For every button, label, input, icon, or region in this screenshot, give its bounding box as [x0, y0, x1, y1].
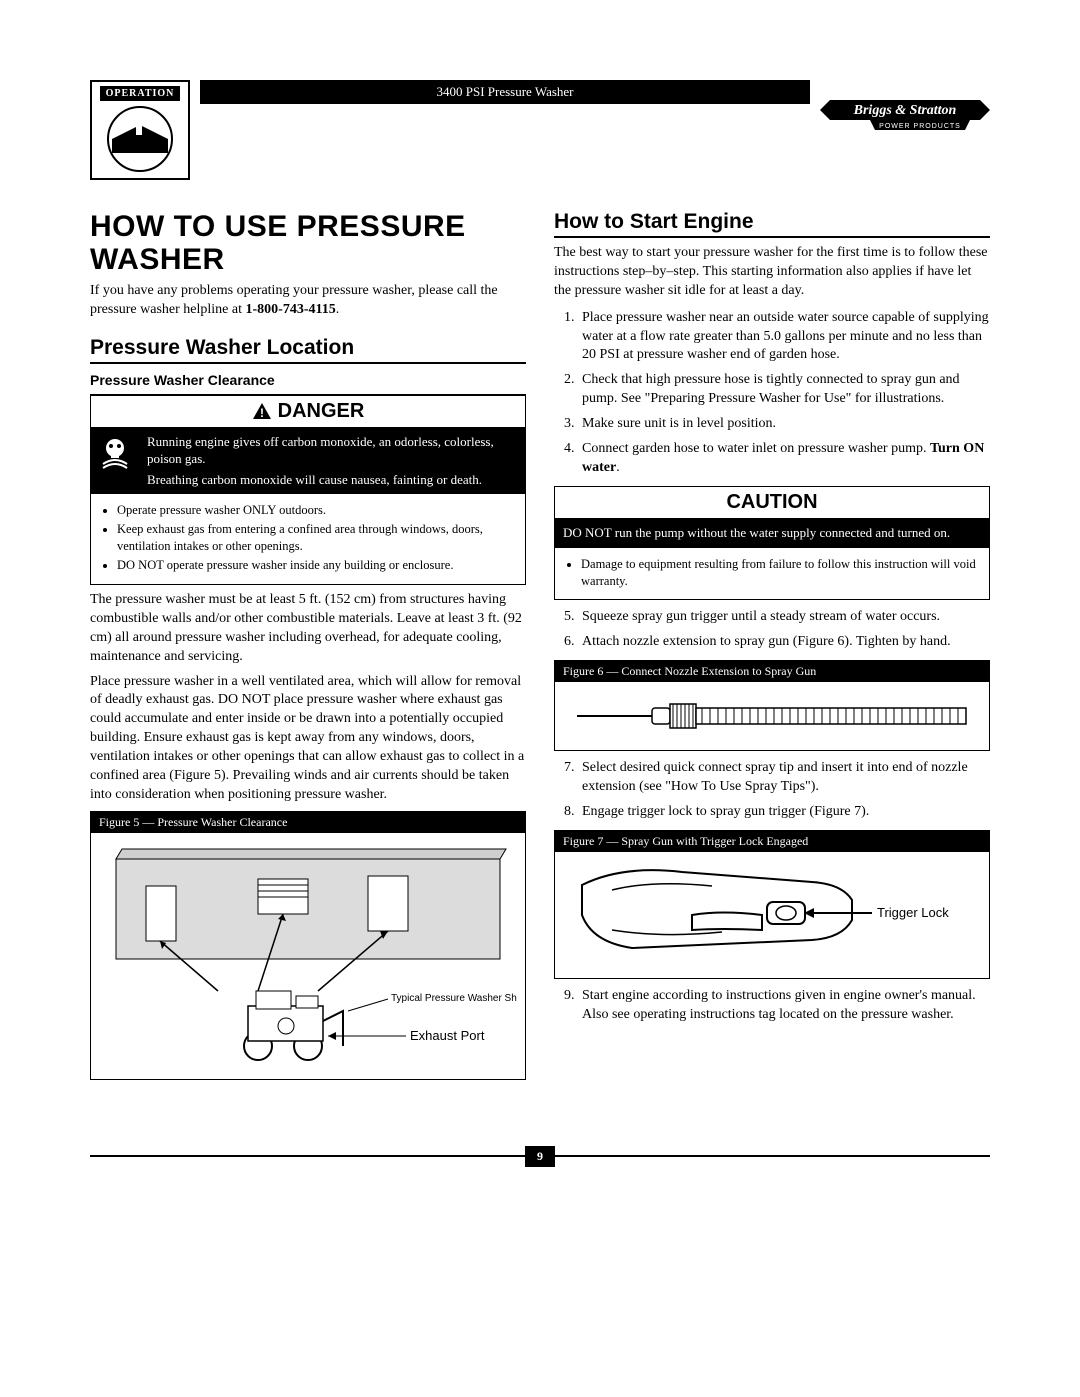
location-heading: Pressure Washer Location	[90, 336, 526, 364]
step-6: Attach nozzle extension to spray gun (Fi…	[578, 633, 990, 652]
figure-7-body: Trigger Lock	[555, 852, 989, 978]
step-5: Squeeze spray gun trigger until a steady…	[578, 608, 990, 627]
caution-box: CAUTION DO NOT run the pump without the …	[554, 486, 990, 601]
steps-list-d: Start engine according to instructions g…	[554, 987, 990, 1025]
svg-text:Briggs & Stratton: Briggs & Stratton	[853, 103, 957, 118]
steps-list-c: Select desired quick connect spray tip a…	[554, 759, 990, 822]
danger-bullet-3: DO NOT operate pressure washer inside an…	[117, 557, 513, 574]
figure-5-caption: Figure 5 — Pressure Washer Clearance	[91, 812, 525, 833]
steps-list-a: Place pressure washer near an outside wa…	[554, 309, 990, 478]
figure-6: Figure 6 — Connect Nozzle Extension to S…	[554, 660, 990, 751]
step-9: Start engine according to instructions g…	[578, 987, 990, 1025]
step-4: Connect garden hose to water inlet on pr…	[578, 440, 990, 478]
danger-body: Running engine gives off carbon monoxide…	[91, 428, 525, 495]
figure-5: Figure 5 — Pressure Washer Clearance	[90, 811, 526, 1080]
start-engine-heading: How to Start Engine	[554, 210, 990, 238]
operation-icon	[100, 105, 180, 173]
intro-paragraph: If you have any problems operating your …	[90, 282, 526, 320]
skull-icon	[99, 434, 139, 474]
danger-bullet-2: Keep exhaust gas from entering a confine…	[117, 521, 513, 555]
page-root: OPERATION 3400 PSI Pressure Washer Brigg…	[0, 0, 1080, 1207]
step-3: Make sure unit is in level position.	[578, 415, 990, 434]
step-8: Engage trigger lock to spray gun trigger…	[578, 803, 990, 822]
warning-triangle-icon: !	[252, 402, 272, 420]
right-column: How to Start Engine The best way to star…	[554, 210, 990, 1086]
left-column: HOW TO USE PRESSURE WASHER If you have a…	[90, 210, 526, 1086]
figure-5-body: Typical Pressure Washer Shown Exhaust Po…	[91, 833, 525, 1079]
clearance-subheading: Pressure Washer Clearance	[90, 372, 526, 388]
step-2: Check that high pressure hose is tightly…	[578, 371, 990, 409]
operation-label: OPERATION	[100, 86, 181, 101]
danger-bullet-1: Operate pressure washer ONLY outdoors.	[117, 502, 513, 519]
danger-text-1: Running engine gives off carbon monoxide…	[147, 434, 517, 468]
caution-body: DO NOT run the pump without the water su…	[555, 519, 989, 548]
svg-text:Typical Pressure Washer Shown: Typical Pressure Washer Shown	[391, 993, 517, 1004]
svg-text:Trigger Lock: Trigger Lock	[877, 905, 949, 920]
footer-rule-right	[555, 1155, 990, 1157]
step-7: Select desired quick connect spray tip a…	[578, 759, 990, 797]
figure-6-body	[555, 682, 989, 750]
brand-logo: Briggs & Stratton POWER PRODUCTS	[820, 80, 990, 140]
svg-text:!: !	[260, 406, 264, 420]
danger-text-2: Breathing carbon monoxide will cause nau…	[147, 472, 517, 489]
danger-header: ! DANGER	[91, 396, 525, 428]
svg-text:POWER PRODUCTS: POWER PRODUCTS	[879, 123, 961, 130]
page-footer: 9	[90, 1146, 990, 1167]
danger-bullets: Operate pressure washer ONLY outdoors. K…	[91, 494, 525, 584]
product-title: 3400 PSI Pressure Washer	[436, 84, 573, 100]
location-para-2: Place pressure washer in a well ventilat…	[90, 673, 526, 805]
caution-bullet-1: Damage to equipment resulting from failu…	[581, 556, 977, 590]
caution-text: DO NOT run the pump without the water su…	[563, 525, 950, 542]
svg-text:Exhaust Port: Exhaust Port	[410, 1028, 485, 1043]
product-title-bar: 3400 PSI Pressure Washer	[200, 80, 810, 104]
main-heading: HOW TO USE PRESSURE WASHER	[90, 210, 526, 276]
danger-label: DANGER	[278, 400, 365, 423]
caution-bullets: Damage to equipment resulting from failu…	[555, 548, 989, 600]
caution-label: CAUTION	[726, 491, 817, 514]
footer-rule-left	[90, 1155, 525, 1157]
danger-box: ! DANGER Running engine gives off carb	[90, 394, 526, 585]
operation-badge: OPERATION	[90, 80, 190, 180]
helpline-number: 1-800-743-4115	[246, 302, 336, 317]
figure-6-caption: Figure 6 — Connect Nozzle Extension to S…	[555, 661, 989, 682]
figure-7: Figure 7 — Spray Gun with Trigger Lock E…	[554, 830, 990, 979]
step-1: Place pressure washer near an outside wa…	[578, 309, 990, 366]
page-number: 9	[525, 1146, 555, 1167]
location-para-1: The pressure washer must be at least 5 f…	[90, 591, 526, 667]
figure-7-caption: Figure 7 — Spray Gun with Trigger Lock E…	[555, 831, 989, 852]
page-header: OPERATION 3400 PSI Pressure Washer Brigg…	[90, 80, 990, 180]
caution-header: CAUTION	[555, 487, 989, 519]
content-columns: HOW TO USE PRESSURE WASHER If you have a…	[90, 210, 990, 1086]
steps-list-b: Squeeze spray gun trigger until a steady…	[554, 608, 990, 652]
start-intro: The best way to start your pressure wash…	[554, 244, 990, 301]
